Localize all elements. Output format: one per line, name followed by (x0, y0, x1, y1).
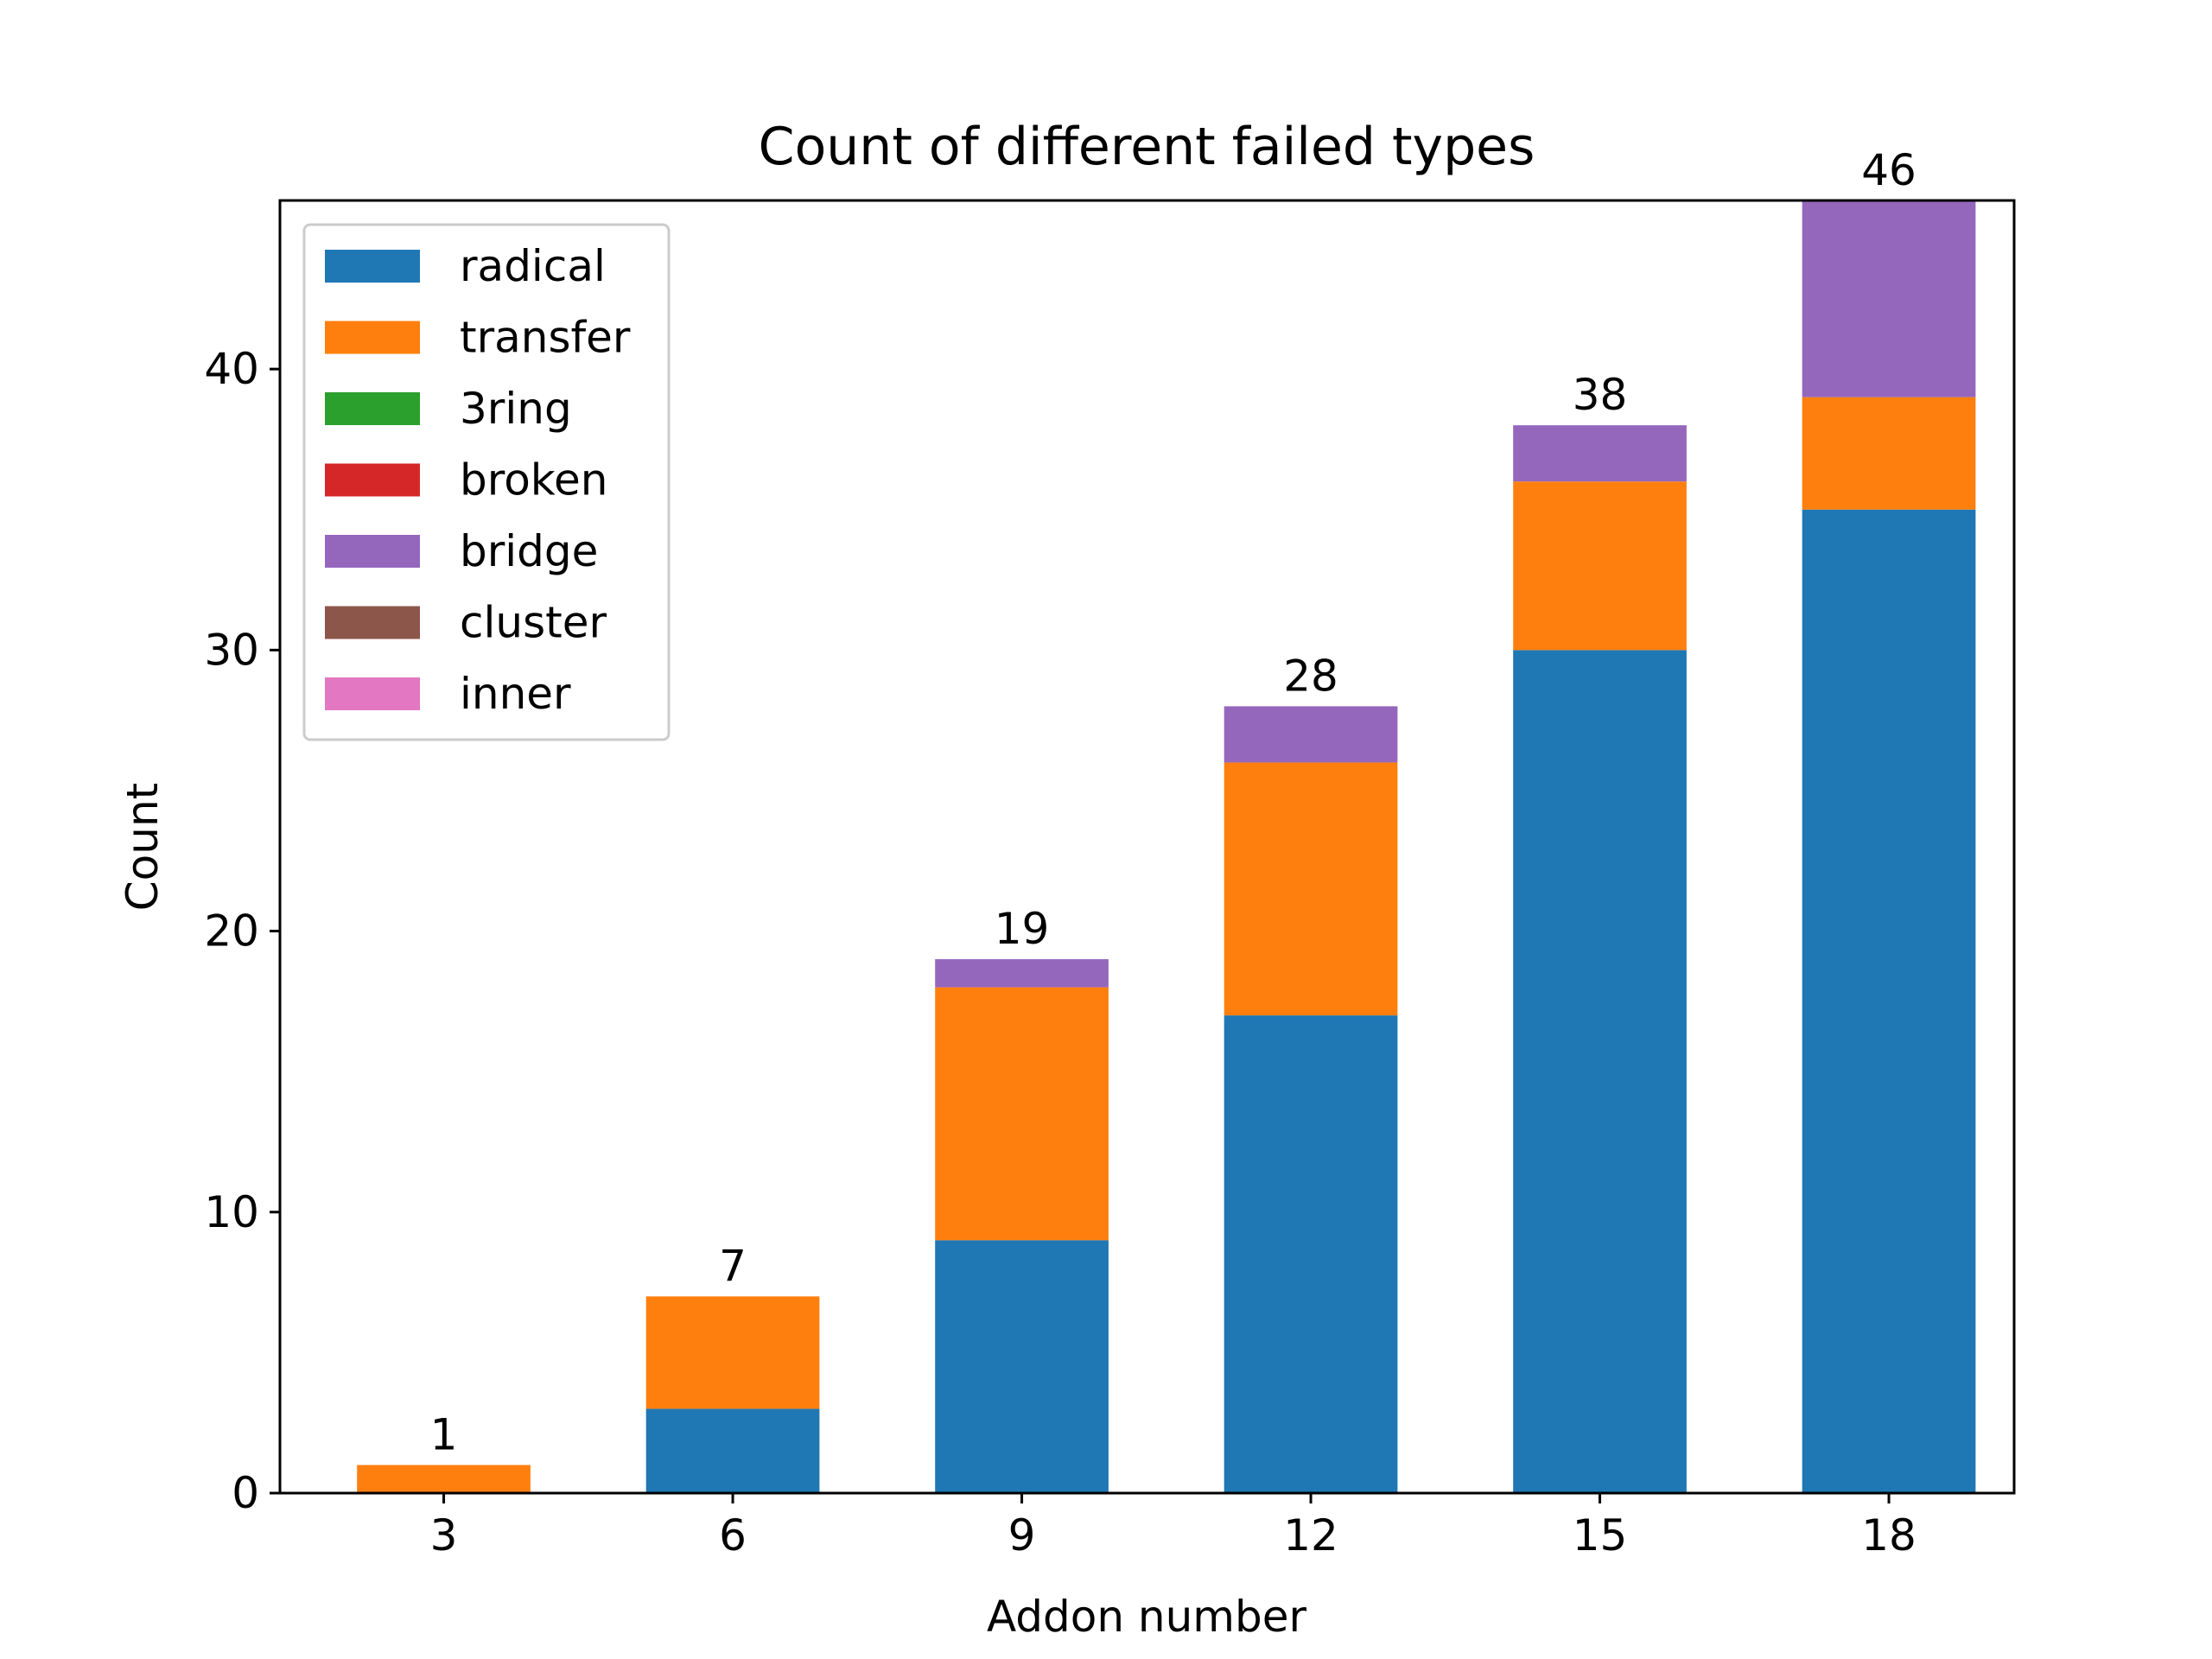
legend-swatch-transfer (325, 321, 420, 354)
total-label-15: 38 (1573, 370, 1628, 420)
x-axis: 3 6 9 12 15 18 (430, 1493, 1916, 1560)
bar-transfer-6 (645, 1296, 820, 1409)
legend-label-radical: radical (460, 241, 606, 291)
bar-radical-6 (645, 1408, 820, 1493)
bar-bridge-15 (1513, 425, 1687, 482)
bar-transfer-15 (1513, 481, 1687, 651)
legend-label-bridge: bridge (460, 526, 598, 576)
legend-label-cluster: cluster (460, 598, 607, 648)
plot-frame (278, 199, 2016, 1495)
legend-swatch-cluster (325, 606, 420, 639)
bar-bridge-18 (1802, 200, 1976, 397)
total-label-18: 46 (1861, 145, 1916, 195)
total-label-6: 7 (719, 1241, 747, 1291)
total-label-12: 28 (1283, 651, 1338, 701)
total-label-9: 19 (995, 904, 1050, 954)
bar-radical-9 (935, 1240, 1109, 1493)
legend-swatch-broken (325, 463, 420, 497)
y-tick-label: 20 (204, 906, 259, 957)
bar-transfer-12 (1224, 762, 1398, 1016)
bar-radical-12 (1224, 1015, 1398, 1493)
x-tick-label: 3 (430, 1510, 458, 1560)
x-tick-label: 12 (1283, 1510, 1338, 1560)
bar-radical-15 (1513, 650, 1687, 1493)
total-label-3: 1 (430, 1409, 458, 1459)
total-labels: 1 7 19 28 38 46 (430, 145, 1916, 1459)
legend-swatch-radical (325, 250, 420, 283)
legend-entries: radical transfer 3ring broken bridge cluster i… (325, 241, 631, 719)
bar-transfer-9 (935, 987, 1109, 1241)
x-tick-label: 15 (1573, 1510, 1628, 1560)
legend-label-broken: broken (460, 455, 607, 505)
legend-swatch-3ring (325, 392, 420, 425)
y-tick-label: 0 (232, 1468, 259, 1518)
chart-title: Count of different failed types (759, 117, 1535, 177)
y-axis-label: Count (118, 783, 168, 912)
legend-label-3ring: 3ring (460, 384, 572, 434)
legend-label-inner: inner (460, 669, 571, 719)
legend: radical transfer 3ring broken bridge cluster i… (302, 223, 671, 741)
bar-bridge-12 (1224, 706, 1398, 763)
bar-transfer-3 (357, 1465, 531, 1493)
bar-transfer-18 (1802, 397, 1976, 510)
legend-swatch-inner (325, 677, 420, 710)
y-axis: 0 10 20 30 40 (204, 344, 280, 1518)
x-tick-label: 9 (1008, 1510, 1036, 1560)
x-tick-label: 18 (1861, 1510, 1916, 1560)
legend-swatch-bridge (325, 535, 420, 568)
legend-label-transfer: transfer (460, 313, 631, 363)
y-tick-label: 10 (204, 1187, 259, 1237)
y-tick-label: 40 (204, 344, 259, 394)
x-tick-label: 6 (719, 1510, 747, 1560)
bars (357, 200, 1976, 1493)
y-tick-label: 30 (204, 625, 259, 675)
bar-bridge-9 (935, 959, 1109, 988)
bar-radical-18 (1802, 509, 1976, 1493)
x-axis-label: Addon number (987, 1592, 1307, 1642)
